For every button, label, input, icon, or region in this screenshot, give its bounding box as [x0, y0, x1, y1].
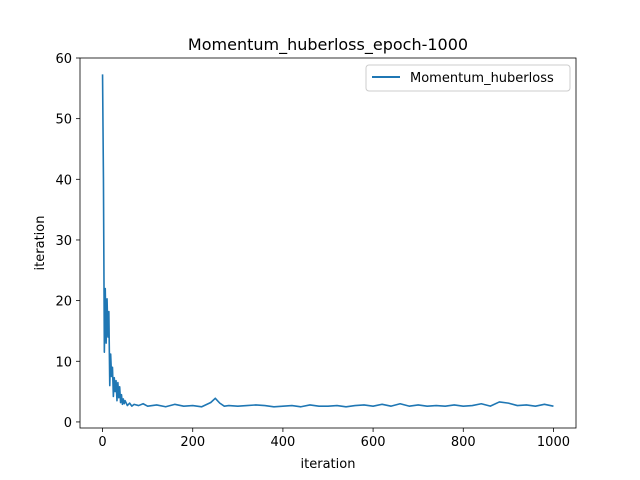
y-tick-label: 20	[55, 295, 72, 310]
x-tick-label: 1000	[537, 435, 570, 450]
legend: Momentum_huberloss	[365, 64, 571, 92]
y-axis-label: iteration	[33, 216, 48, 271]
x-axis-ticks: 0 200 400 600 800 1000	[98, 428, 570, 450]
legend-label-momentum-huberloss: Momentum_huberloss	[410, 71, 554, 86]
y-tick-label: 40	[55, 173, 72, 188]
plot-frame	[79, 57, 577, 429]
chart-title: Momentum_huberloss_epoch-1000	[188, 35, 468, 55]
plot-area	[79, 57, 577, 429]
legend-box	[365, 64, 571, 92]
x-tick-label: 400	[270, 435, 295, 450]
series-line-momentum-huberloss	[101, 74, 554, 408]
x-tick-label: 600	[361, 435, 386, 450]
y-tick-label: 10	[55, 355, 72, 370]
x-tick-label: 200	[180, 435, 205, 450]
y-axis-ticks: 0 10 20 30 40 50 60	[55, 52, 80, 431]
plot-background	[80, 58, 576, 428]
y-tick-label: 50	[55, 113, 72, 128]
y-tick-label: 30	[55, 234, 72, 249]
y-tick-label: 60	[55, 52, 72, 67]
x-axis-label: iteration	[301, 457, 356, 472]
series-layer	[101, 74, 554, 408]
y-tick-label: 0	[64, 416, 72, 431]
x-tick-label: 800	[451, 435, 476, 450]
x-tick-label: 0	[98, 435, 106, 450]
